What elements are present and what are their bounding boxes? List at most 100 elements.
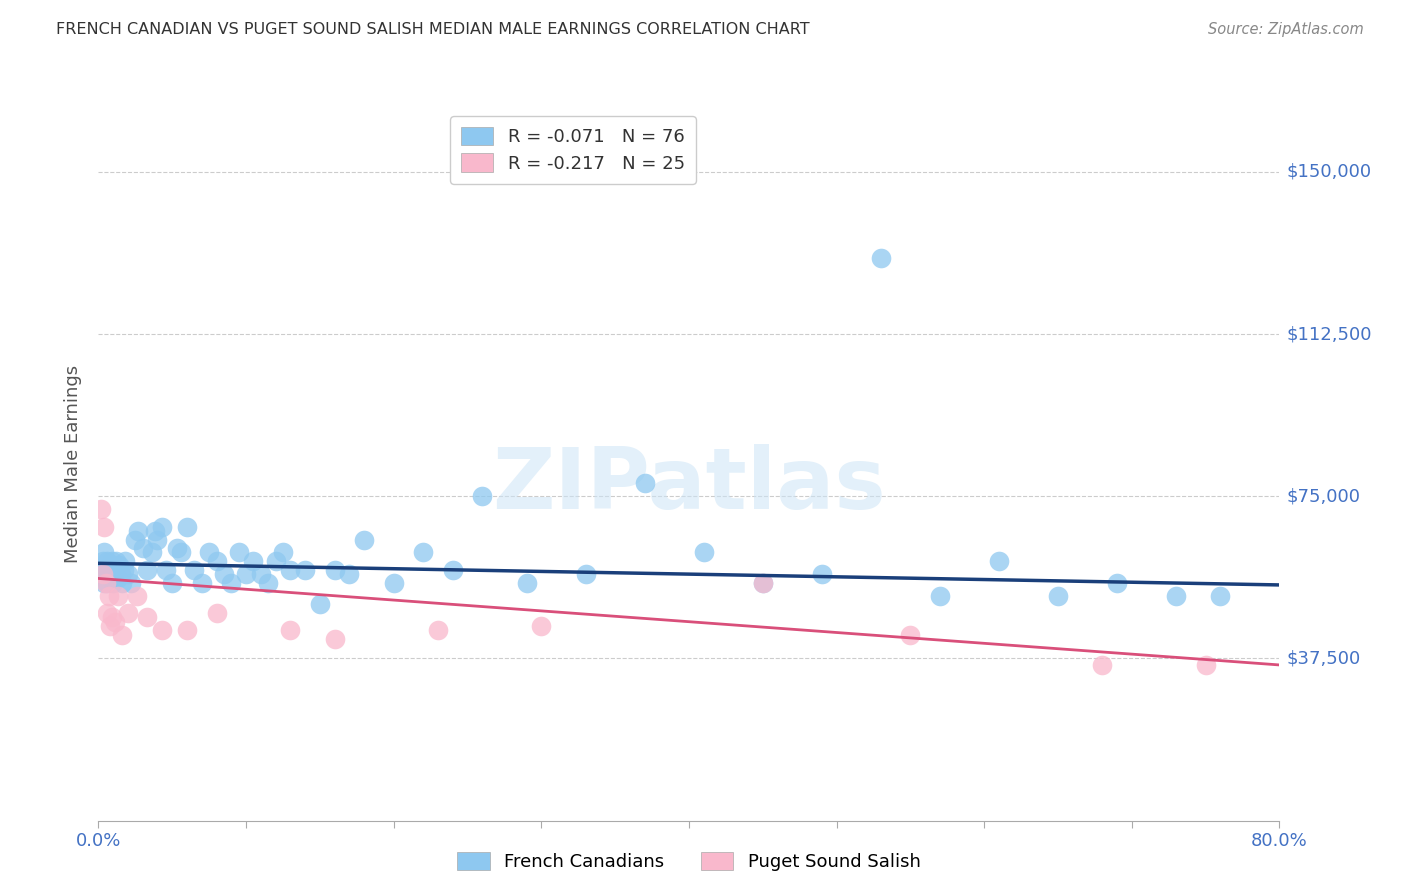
Point — [353, 533, 375, 547]
Point — [103, 575, 125, 590]
Point — [810, 567, 832, 582]
Point — [98, 619, 121, 633]
Point — [751, 575, 773, 590]
Point — [117, 606, 139, 620]
Point — [869, 252, 891, 266]
Point — [150, 519, 173, 533]
Point — [93, 575, 115, 590]
Point — [471, 489, 494, 503]
Point — [987, 554, 1010, 568]
Point — [127, 524, 149, 538]
Point — [120, 575, 142, 590]
Point — [104, 567, 127, 582]
Point — [928, 589, 950, 603]
Point — [117, 567, 139, 582]
Legend: R = -0.071   N = 76, R = -0.217   N = 25: R = -0.071 N = 76, R = -0.217 N = 25 — [450, 116, 696, 184]
Point — [212, 567, 235, 582]
Point — [900, 628, 922, 642]
Point — [107, 571, 129, 585]
Point — [114, 554, 136, 568]
Point — [132, 541, 155, 556]
Point — [125, 589, 148, 603]
Point — [90, 567, 112, 582]
Point — [97, 563, 120, 577]
Point — [530, 619, 553, 633]
Point — [100, 554, 122, 568]
Point — [1046, 589, 1069, 603]
Point — [574, 567, 596, 582]
Point — [136, 610, 159, 624]
Point — [162, 575, 183, 590]
Point — [108, 558, 131, 573]
Point — [1091, 657, 1114, 672]
Point — [633, 476, 655, 491]
Point — [112, 563, 135, 577]
Point — [94, 563, 117, 577]
Text: Source: ZipAtlas.com: Source: ZipAtlas.com — [1208, 22, 1364, 37]
Point — [124, 533, 146, 547]
Text: $150,000: $150,000 — [1286, 163, 1372, 181]
Point — [111, 575, 134, 590]
Point — [111, 628, 134, 642]
Point — [97, 589, 120, 603]
Text: ZIPatlas: ZIPatlas — [492, 443, 886, 527]
Point — [91, 563, 114, 577]
Point — [323, 632, 346, 646]
Legend: French Canadians, Puget Sound Salish: French Canadians, Puget Sound Salish — [450, 845, 928, 879]
Point — [271, 545, 294, 559]
Point — [515, 575, 537, 590]
Point — [107, 589, 129, 603]
Point — [751, 575, 773, 590]
Point — [235, 567, 257, 582]
Point — [91, 554, 114, 568]
Point — [278, 624, 302, 638]
Point — [1209, 589, 1232, 603]
Point — [103, 563, 125, 577]
Point — [693, 545, 716, 559]
Point — [176, 624, 198, 638]
Point — [242, 554, 264, 568]
Point — [97, 567, 120, 582]
Point — [219, 575, 242, 590]
Point — [228, 545, 250, 559]
Point — [91, 567, 114, 582]
Point — [100, 610, 122, 624]
Point — [205, 606, 228, 620]
Point — [441, 563, 464, 577]
Point — [100, 567, 122, 582]
Y-axis label: Median Male Earnings: Median Male Earnings — [65, 365, 83, 563]
Point — [155, 563, 177, 577]
Point — [309, 598, 332, 612]
Point — [94, 567, 117, 582]
Point — [198, 545, 221, 559]
Text: $37,500: $37,500 — [1286, 649, 1361, 667]
Point — [176, 519, 198, 533]
Point — [323, 563, 346, 577]
Point — [278, 563, 302, 577]
Point — [250, 567, 273, 582]
Point — [205, 554, 228, 568]
Point — [257, 575, 280, 590]
Point — [98, 571, 121, 585]
Point — [150, 624, 173, 638]
Point — [294, 563, 316, 577]
Point — [1195, 657, 1218, 672]
Point — [93, 545, 115, 559]
Point — [382, 575, 405, 590]
Point — [105, 554, 128, 568]
Point — [146, 533, 169, 547]
Point — [136, 563, 159, 577]
Point — [143, 524, 166, 538]
Point — [170, 545, 193, 559]
Point — [191, 575, 214, 590]
Point — [337, 567, 360, 582]
Point — [98, 558, 121, 573]
Point — [94, 575, 117, 590]
Point — [96, 554, 118, 568]
Point — [90, 502, 112, 516]
Point — [96, 606, 118, 620]
Point — [96, 575, 118, 590]
Text: $75,000: $75,000 — [1286, 487, 1361, 505]
Text: $112,500: $112,500 — [1286, 325, 1372, 343]
Point — [141, 545, 163, 559]
